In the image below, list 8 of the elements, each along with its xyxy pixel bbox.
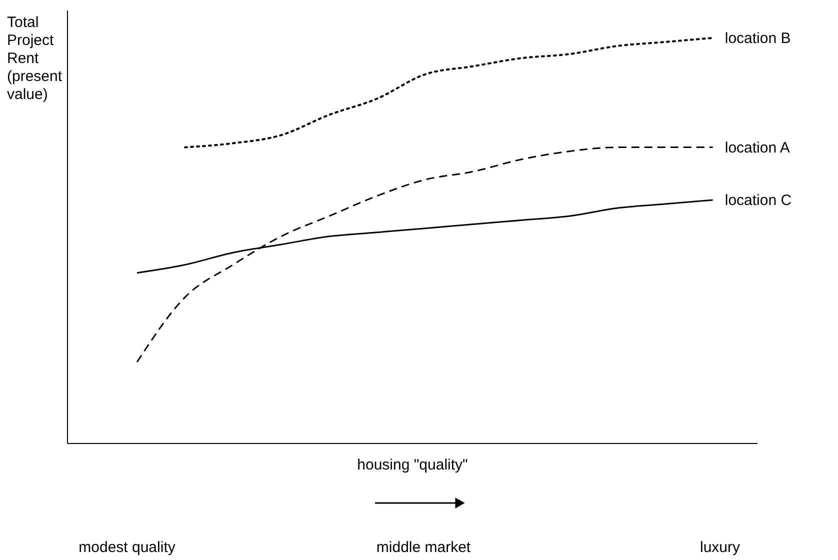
series-label: location A	[724, 139, 790, 156]
text: middle market	[376, 539, 472, 556]
series-label: location B	[724, 30, 791, 47]
text: luxury	[700, 539, 741, 556]
x-axis-title: housing "quality"	[357, 456, 468, 474]
y-axis-title: Total Project Rent (present value)	[7, 14, 63, 103]
text: modest quality	[78, 539, 176, 556]
series-label: location C	[724, 192, 792, 209]
